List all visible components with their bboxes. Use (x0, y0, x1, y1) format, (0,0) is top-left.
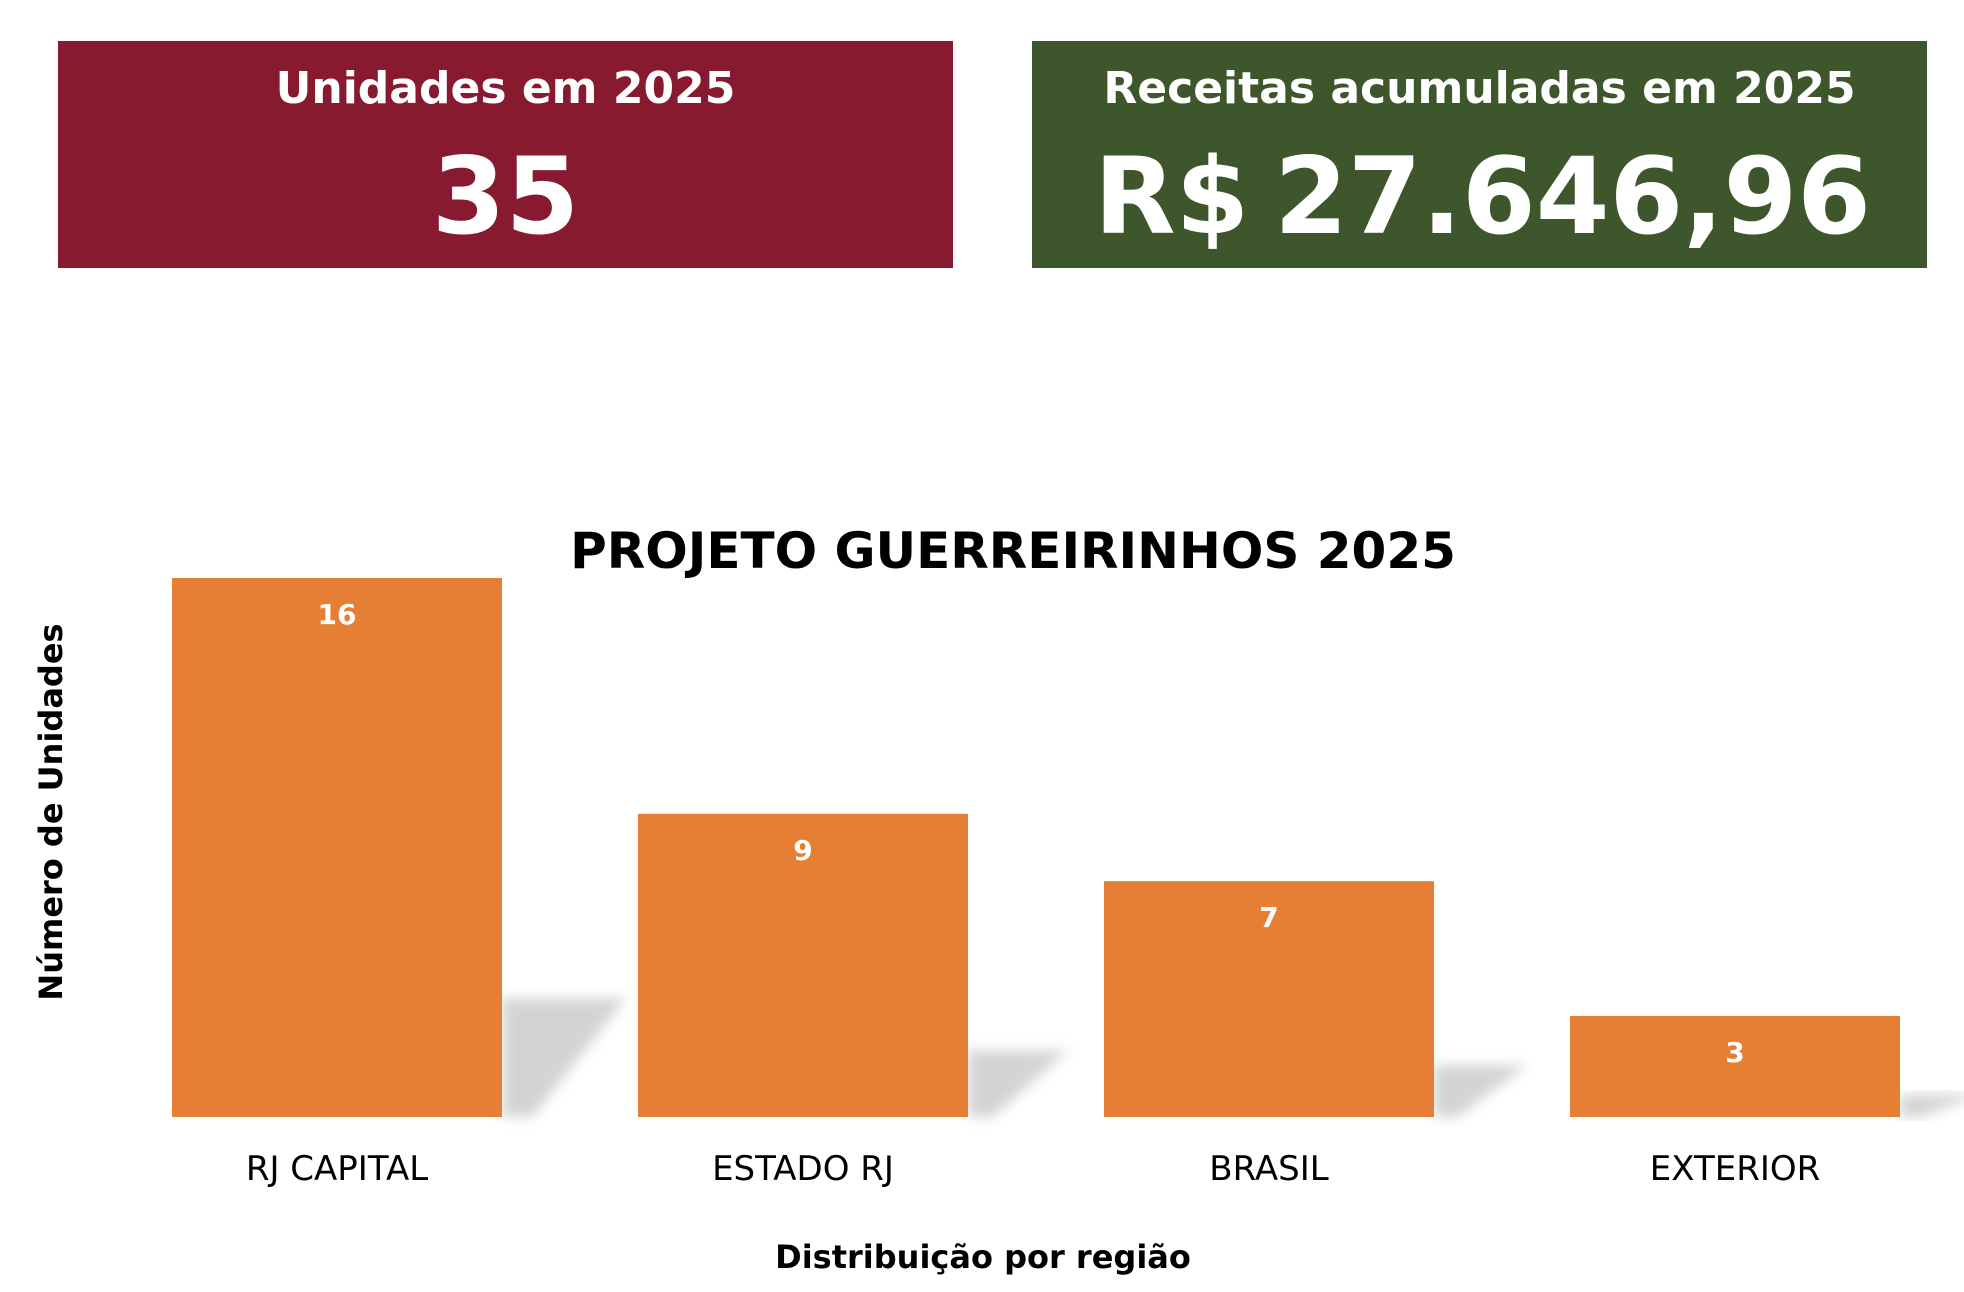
bar-shadow (968, 1050, 1069, 1117)
bars-group (172, 578, 1900, 1117)
x-tick-label: EXTERIOR (1650, 1149, 1820, 1189)
revenue-kpi-card: Receitas acumuladas em 2025 R$ 27.646,96 (1032, 41, 1927, 268)
y-axis-title: Número de Unidades (32, 623, 70, 1000)
data-label: 7 (1259, 901, 1278, 934)
data-label: 16 (318, 598, 357, 631)
data-label: 9 (793, 834, 812, 867)
units-kpi-card: Unidades em 2025 35 (58, 41, 953, 268)
bar-estado-rj (638, 813, 968, 1117)
bar-rj-capital (172, 578, 502, 1117)
data-labels: 16 9 7 3 (318, 598, 1745, 1069)
revenue-kpi-currency: R$ (1094, 135, 1250, 258)
bar-shadow (1434, 1065, 1528, 1117)
bar-shadow (502, 998, 626, 1117)
x-tick-labels: RJ CAPITAL ESTADO RJ BRASIL EXTERIOR (246, 1149, 1820, 1189)
x-tick-label: ESTADO RJ (712, 1149, 894, 1189)
bar-shadow (1900, 1094, 1964, 1117)
revenue-kpi-label: Receitas acumuladas em 2025 (1103, 63, 1856, 114)
bar-shadows (502, 998, 1964, 1117)
revenue-kpi-value: 27.646,96 (1274, 135, 1871, 258)
x-axis-title: Distribuição por região (775, 1238, 1191, 1276)
x-tick-label: RJ CAPITAL (246, 1149, 428, 1189)
bar-brasil (1104, 881, 1434, 1117)
x-tick-label: BRASIL (1209, 1149, 1328, 1189)
units-kpi-value: 35 (431, 135, 580, 258)
units-kpi-label: Unidades em 2025 (275, 63, 736, 114)
data-label: 3 (1725, 1036, 1744, 1069)
bar-exterior (1570, 1015, 1900, 1117)
chart-title: PROJETO GUERREIRINHOS 2025 (570, 522, 1456, 580)
